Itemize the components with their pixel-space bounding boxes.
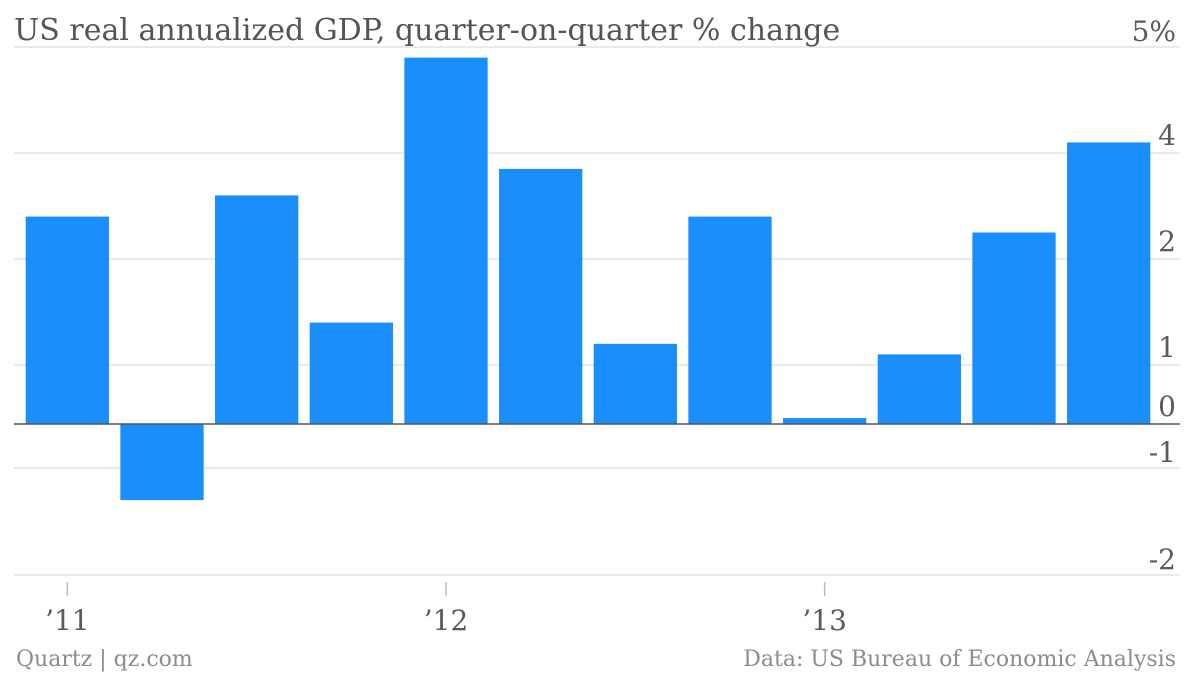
bar <box>215 195 299 424</box>
y-axis: 5% 4 2 1 0 -1 -2 <box>1132 15 1176 576</box>
bar <box>499 168 583 424</box>
bar <box>309 322 393 424</box>
y-tick-label: -2 <box>1149 543 1176 576</box>
bar <box>404 57 488 424</box>
x-tick-label: ’12 <box>424 604 469 637</box>
y-tick-label: -1 <box>1149 436 1176 469</box>
footer-source-left: Quartz | qz.com <box>16 647 193 672</box>
bar <box>877 354 961 424</box>
footer-source-right: Data: US Bureau of Economic Analysis <box>743 647 1176 672</box>
bars <box>25 57 1151 501</box>
bar <box>25 216 109 424</box>
bar <box>972 232 1056 424</box>
x-tick-label: ’13 <box>802 604 847 637</box>
x-axis: ’11 ’12 ’13 <box>45 582 847 637</box>
x-tick-label: ’11 <box>45 604 90 637</box>
y-tick-label: 2 <box>1158 225 1176 258</box>
y-tick-label: 4 <box>1158 119 1176 152</box>
y-tick-label: 1 <box>1158 331 1176 364</box>
bar <box>593 343 677 424</box>
bar <box>120 424 204 501</box>
bar <box>688 216 772 424</box>
bar <box>783 418 867 424</box>
y-tick-label: 5% <box>1132 15 1176 48</box>
gridlines <box>14 46 1180 576</box>
bar <box>1067 142 1151 424</box>
chart-title: US real annualized GDP, quarter-on-quart… <box>14 13 840 48</box>
y-tick-label: 0 <box>1158 390 1176 423</box>
